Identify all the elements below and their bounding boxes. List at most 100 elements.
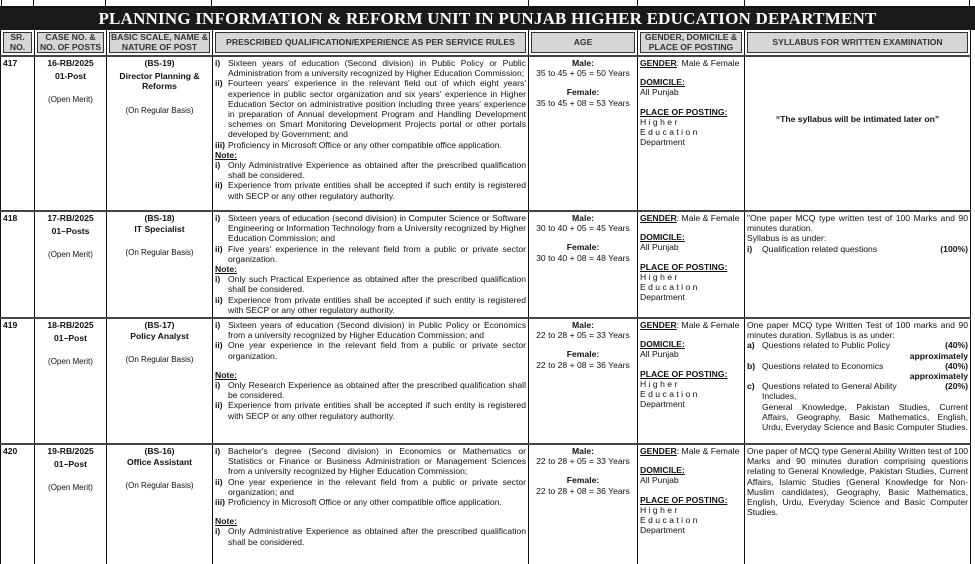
merit: (Open Merit) [48, 483, 93, 493]
pay-scale: (BS-18) [144, 213, 175, 223]
item-marker: i) [215, 446, 221, 456]
header-sr: SR. NO. [3, 32, 32, 53]
basis: (On Regular Basis) [125, 481, 194, 491]
item-marker: ii) [215, 400, 223, 411]
posting-label: PLACE OF POSTING: [640, 368, 728, 379]
case-no: 19-RB/2025 [47, 446, 94, 456]
item-text: Experience from private entities shall b… [228, 180, 526, 201]
item-text: Only Administrative Experience as obtain… [228, 160, 526, 181]
syllabus-intro: One paper MCQ type Written Test of 100 m… [747, 320, 968, 341]
item-text: Qualification related questions [762, 243, 878, 254]
item-text: Sixteen years of education (second divis… [228, 213, 526, 244]
sr-no: 419 [3, 320, 18, 330]
item-marker: ii) [215, 78, 223, 89]
posting-value: Higher Education [640, 504, 700, 526]
qualification-item: ii) One year experience in the relevant f… [215, 477, 526, 497]
sr-no: 417 [3, 58, 18, 68]
syllabus-item: b) Questions related to Economics (40%) [747, 361, 968, 371]
item-marker: i) [215, 58, 221, 68]
case-no: 16-RB/2025 [47, 58, 94, 68]
header-syllabus: SYLLABUS FOR WRITTEN EXAMINATION [747, 32, 968, 53]
gender-line: GENDER: Male & Female [640, 446, 742, 456]
merit: (Open Merit) [48, 250, 93, 260]
syllabus-text: “The syllabus will be intimated later on… [775, 114, 940, 124]
domicile-label: DOMICILE: [640, 232, 685, 243]
syllabus-item: c) Questions related to General Ability (2… [747, 381, 968, 391]
male-label: Male: [572, 58, 594, 68]
gender-label: GENDER [640, 58, 677, 68]
male-age: 30 to 40 + 05 = 45 Years [536, 223, 630, 234]
table-row: 420 19-RB/2025 01–Post (Open Merit) (BS-16) O… [0, 444, 971, 564]
female-age: 22 to 28 + 08 = 36 Years [536, 359, 630, 370]
posts-count: 01–Post [54, 459, 87, 470]
case-no: 18-RB/2025 [47, 320, 94, 330]
table-row: 417 16-RB/2025 01-Post (Open Merit) (BS-19) D… [0, 56, 971, 211]
item-marker: c) [747, 381, 755, 392]
gender-line: GENDER: Male & Female [640, 320, 742, 330]
page-title: PLANNING INFORMATION & REFORM UNIT IN PU… [0, 8, 975, 30]
gender-label: GENDER [640, 213, 677, 223]
note-label: Note: [215, 149, 237, 160]
gender-line: GENDER: Male & Female [640, 213, 742, 223]
syllabus-item: i) Qualification related questions (100%) [747, 244, 968, 254]
gender-label: GENDER [640, 320, 677, 330]
male-age: 22 to 28 + 05 = 33 Years [536, 330, 630, 341]
item-marker: i) [215, 213, 221, 223]
domicile-label: DOMICILE: [640, 465, 685, 476]
posting-value: Higher Education [640, 116, 700, 138]
item-percent: (100%) [940, 243, 968, 254]
sr-no: 420 [3, 446, 18, 456]
gender-line: GENDER: Male & Female [640, 58, 742, 68]
syllabus-intro: "One paper MCQ type written test of 100 … [747, 213, 968, 234]
item-text: Sixteen years of education (Second divis… [228, 58, 526, 79]
pay-scale: (BS-16) [144, 446, 175, 456]
table-header: SR. NO. CASE NO. & NO. OF POSTS BASIC SC… [0, 30, 971, 56]
item-approx: approximately [909, 371, 968, 382]
domicile-value: All Punjab [640, 87, 679, 98]
item-marker: ii) [215, 476, 223, 487]
domicile-label: DOMICILE: [640, 339, 685, 350]
item-approx: approximately [909, 350, 968, 361]
qualification-item: i) Sixteen years of education (Second div… [215, 320, 526, 340]
item-text: Experience from private entities shall b… [228, 400, 526, 421]
posting-value: Higher Education [640, 378, 700, 400]
header-gender: GENDER, DOMICILE & PLACE OF POSTING [640, 32, 742, 53]
item-marker: i) [215, 274, 221, 285]
item-marker: ii) [215, 340, 223, 351]
domicile-value: All Punjab [640, 475, 679, 486]
qualification-item: iii) Proficiency in Microsoft Office or a… [215, 140, 526, 150]
note-item: i) Only Administrative Experience as obta… [215, 160, 526, 180]
header-age: AGE [531, 32, 635, 53]
qualification-item: ii) Five years' experience in the relevan… [215, 244, 526, 264]
item-marker: a) [747, 340, 755, 351]
qualification-item: iii) Proficiency in Microsoft Office or a… [215, 497, 526, 507]
item-marker: i) [215, 526, 221, 537]
item-sub: Includes, [762, 391, 797, 402]
male-label: Male: [572, 320, 594, 330]
posting-label: PLACE OF POSTING: [640, 261, 728, 272]
post-name: Office Assistant [126, 457, 193, 468]
basis: (On Regular Basis) [125, 355, 194, 365]
posting-value: Higher Education [640, 271, 700, 293]
syllabus-intro: One paper of MCQ type General Ability Wr… [747, 446, 968, 518]
item-marker: iii) [215, 497, 226, 508]
item-marker: ii) [215, 180, 223, 191]
note-label: Note: [215, 369, 237, 380]
note-item: i) Only Administrative Experience as obta… [215, 526, 526, 546]
note-item: i) Only Research Experience as obtained a… [215, 380, 526, 400]
female-age: 30 to 40 + 08 = 48 Years [536, 252, 630, 263]
posting-value-2: Department [640, 137, 685, 148]
qualification-item: ii) Fourteen years' experience in the rel… [215, 78, 526, 139]
post-name: IT Specialist [134, 224, 185, 235]
post-name: Policy Analyst [130, 331, 189, 342]
male-age: 22 to 28 + 05 = 33 Years [536, 456, 630, 467]
item-text: One year experience in the relevant fiel… [228, 476, 526, 497]
case-no: 17-RB/2025 [47, 213, 94, 223]
posting-value-2: Department [640, 399, 685, 410]
header-scale: BASIC SCALE, NAME & NATURE OF POST [109, 32, 210, 53]
posts-count: 01–Post [54, 333, 87, 344]
item-percent: (40%) [945, 360, 968, 371]
header-case: CASE NO. & NO. OF POSTS [37, 32, 104, 53]
item-text: Only such Practical Experience as obtain… [228, 274, 526, 295]
item-marker: i) [747, 243, 753, 254]
